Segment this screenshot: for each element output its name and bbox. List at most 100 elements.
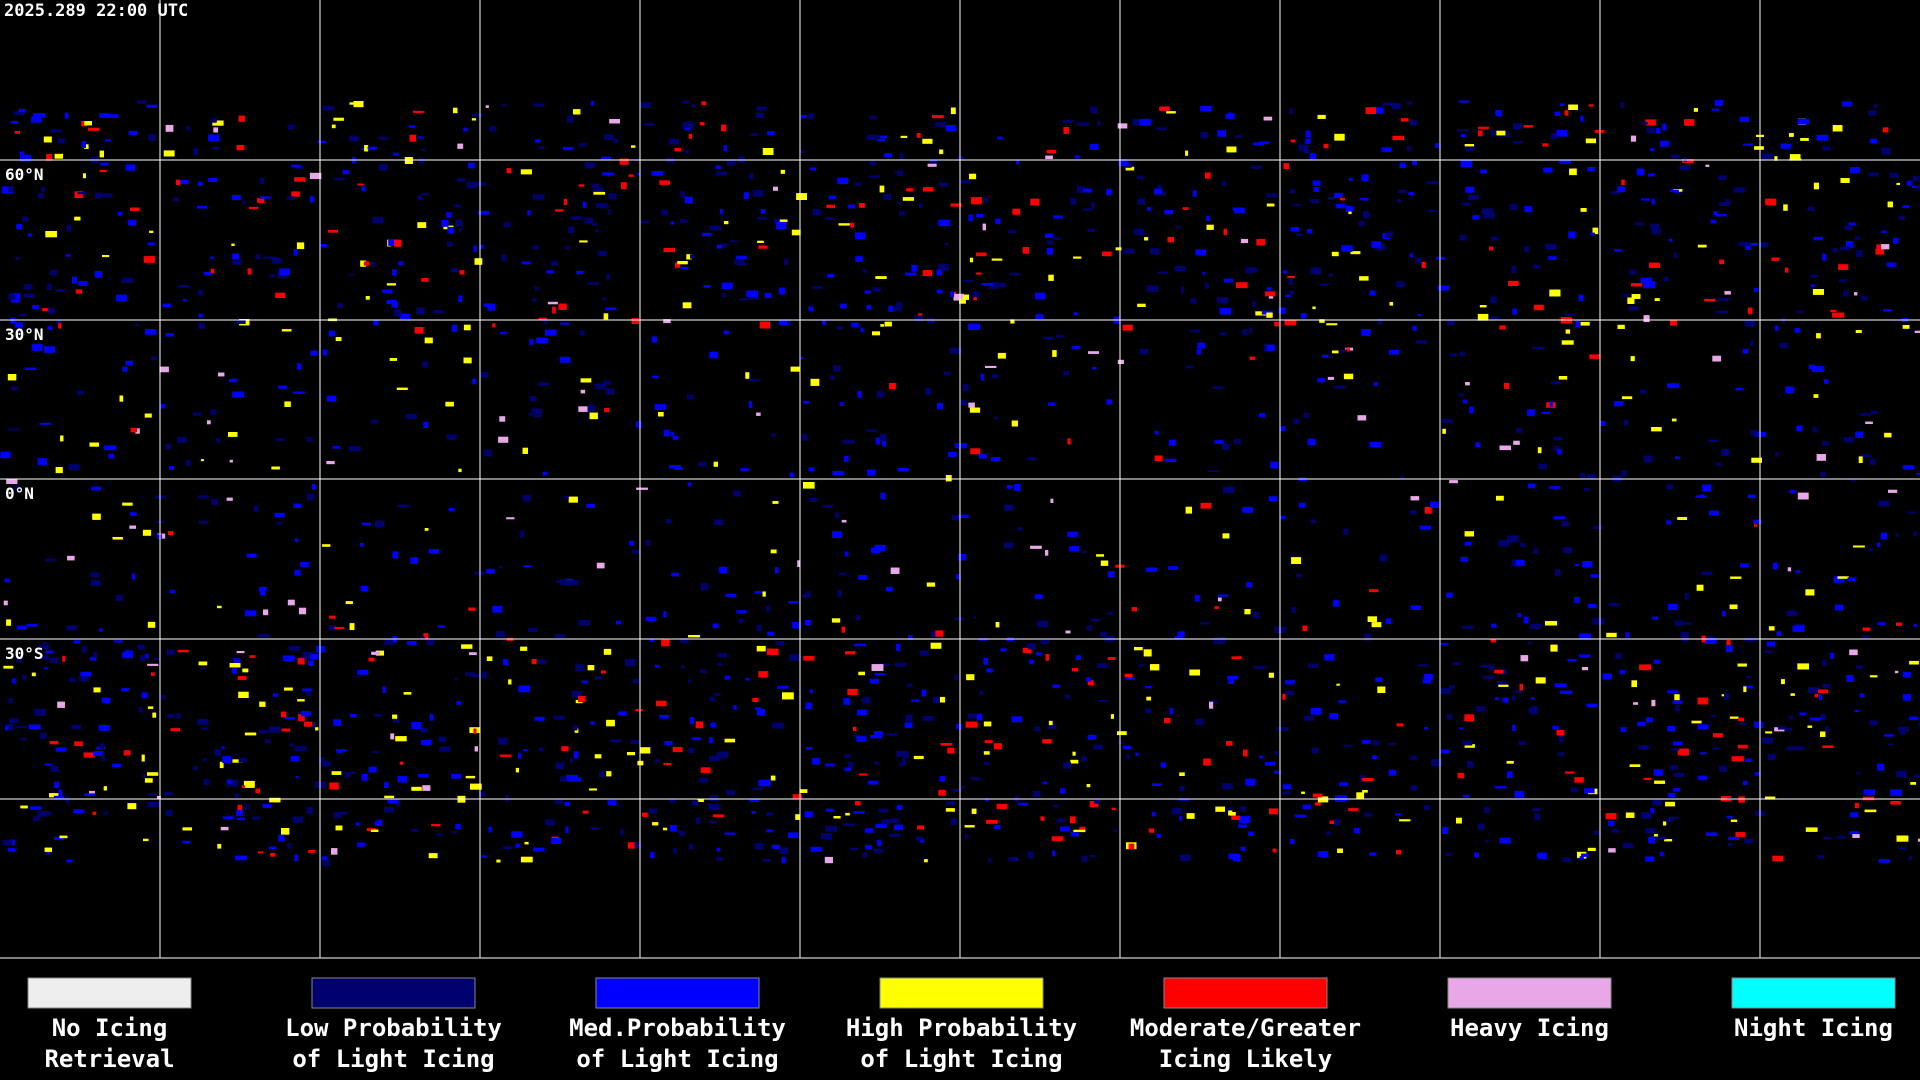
icing-pixel bbox=[973, 616, 977, 619]
icing-pixel bbox=[421, 192, 429, 196]
icing-pixel bbox=[1697, 724, 1709, 730]
icing-pixel bbox=[99, 628, 103, 632]
icing-pixel bbox=[866, 304, 871, 310]
icing-pixel bbox=[762, 859, 771, 862]
icing-pixel bbox=[232, 759, 243, 763]
icing-pixel bbox=[1410, 755, 1417, 760]
icing-pixel bbox=[112, 537, 123, 540]
icing-pixel bbox=[866, 134, 879, 140]
icing-pixel bbox=[1133, 228, 1145, 235]
icing-pixel bbox=[1309, 153, 1316, 160]
icing-pixel bbox=[684, 127, 691, 131]
icing-pixel bbox=[1533, 264, 1541, 269]
icing-pixel bbox=[956, 574, 961, 580]
icing-pixel bbox=[1549, 401, 1553, 408]
icing-pixel bbox=[826, 204, 835, 208]
icing-pixel bbox=[1679, 622, 1691, 625]
icing-pixel bbox=[175, 179, 181, 186]
icing-pixel bbox=[1833, 576, 1845, 583]
icing-pixel bbox=[605, 388, 615, 395]
icing-pixel bbox=[1030, 198, 1040, 206]
icing-pixel bbox=[1499, 445, 1511, 451]
icing-pixel bbox=[1218, 597, 1222, 602]
icing-pixel bbox=[226, 497, 233, 501]
icing-pixel bbox=[1081, 550, 1087, 553]
icing-pixel bbox=[459, 270, 465, 275]
icing-pixel bbox=[1843, 436, 1854, 443]
icing-pixel bbox=[374, 820, 381, 826]
icing-pixel bbox=[1789, 133, 1794, 137]
icing-pixel bbox=[1582, 561, 1593, 568]
icing-pixel bbox=[1310, 267, 1321, 275]
icing-pixel bbox=[1902, 205, 1910, 208]
icing-pixel bbox=[938, 182, 948, 187]
icing-pixel bbox=[1743, 143, 1753, 146]
icing-pixel bbox=[1636, 168, 1645, 176]
icing-pixel bbox=[640, 102, 652, 108]
icing-pixel bbox=[42, 655, 50, 660]
icing-pixel bbox=[457, 143, 464, 149]
icing-pixel bbox=[1203, 758, 1211, 766]
icing-pixel bbox=[233, 658, 241, 663]
icing-pixel bbox=[789, 472, 795, 478]
icing-pixel bbox=[284, 717, 295, 720]
icing-pixel bbox=[1421, 261, 1426, 268]
icing-pixel bbox=[1079, 826, 1086, 831]
icing-pixel bbox=[669, 465, 681, 469]
icing-pixel bbox=[1588, 104, 1594, 107]
icing-pixel bbox=[1605, 813, 1617, 820]
icing-pixel bbox=[699, 669, 707, 673]
icing-pixel bbox=[674, 147, 682, 152]
icing-pixel bbox=[1457, 772, 1464, 779]
icing-pixel bbox=[1650, 148, 1655, 151]
icing-pixel bbox=[75, 289, 82, 294]
icing-pixel bbox=[232, 253, 240, 260]
icing-pixel bbox=[217, 605, 222, 609]
icing-pixel bbox=[1107, 612, 1113, 615]
icing-pixel bbox=[1226, 146, 1237, 153]
icing-pixel bbox=[1565, 329, 1571, 334]
icing-pixel bbox=[1319, 319, 1325, 323]
icing-pixel bbox=[665, 519, 672, 524]
icing-pixel bbox=[1593, 830, 1601, 835]
icing-pixel bbox=[524, 841, 529, 845]
icing-pixel bbox=[1738, 796, 1745, 803]
icing-pixel bbox=[1251, 165, 1262, 169]
icing-pixel bbox=[522, 447, 528, 454]
icing-pixel bbox=[1326, 831, 1331, 836]
icing-pixel bbox=[719, 208, 723, 215]
icing-pixel bbox=[1077, 122, 1089, 126]
icing-pixel bbox=[1535, 677, 1546, 684]
icing-pixel bbox=[927, 317, 935, 324]
icing-pixel bbox=[866, 429, 877, 432]
icing-pixel bbox=[495, 631, 506, 638]
icing-pixel bbox=[8, 187, 13, 192]
icing-pixel bbox=[578, 406, 590, 412]
icing-pixel bbox=[1359, 220, 1365, 227]
icing-pixel bbox=[1083, 208, 1093, 211]
icing-pixel bbox=[1302, 625, 1308, 631]
icing-pixel bbox=[9, 718, 19, 723]
icing-pixel bbox=[1854, 709, 1859, 713]
icing-pixel bbox=[1653, 769, 1663, 776]
icing-pixel bbox=[603, 134, 614, 140]
icing-pixel bbox=[1660, 140, 1669, 147]
icing-pixel bbox=[1445, 852, 1452, 856]
icing-pixel bbox=[776, 222, 787, 229]
icing-pixel bbox=[478, 210, 490, 215]
icing-pixel bbox=[691, 103, 696, 107]
icing-pixel bbox=[991, 374, 999, 379]
icing-pixel bbox=[1590, 232, 1595, 236]
icing-pixel bbox=[723, 145, 727, 152]
icing-pixel bbox=[29, 806, 42, 810]
icing-pixel bbox=[587, 665, 595, 671]
icing-pixel bbox=[276, 521, 282, 525]
icing-pixel bbox=[789, 654, 801, 661]
icing-pixel bbox=[1152, 783, 1162, 787]
icing-pixel bbox=[471, 113, 484, 117]
icing-pixel bbox=[370, 829, 379, 832]
icing-pixel bbox=[241, 785, 246, 788]
icing-pixel bbox=[1608, 848, 1616, 853]
icing-pixel bbox=[1334, 133, 1345, 141]
icing-pixel bbox=[1107, 657, 1116, 660]
